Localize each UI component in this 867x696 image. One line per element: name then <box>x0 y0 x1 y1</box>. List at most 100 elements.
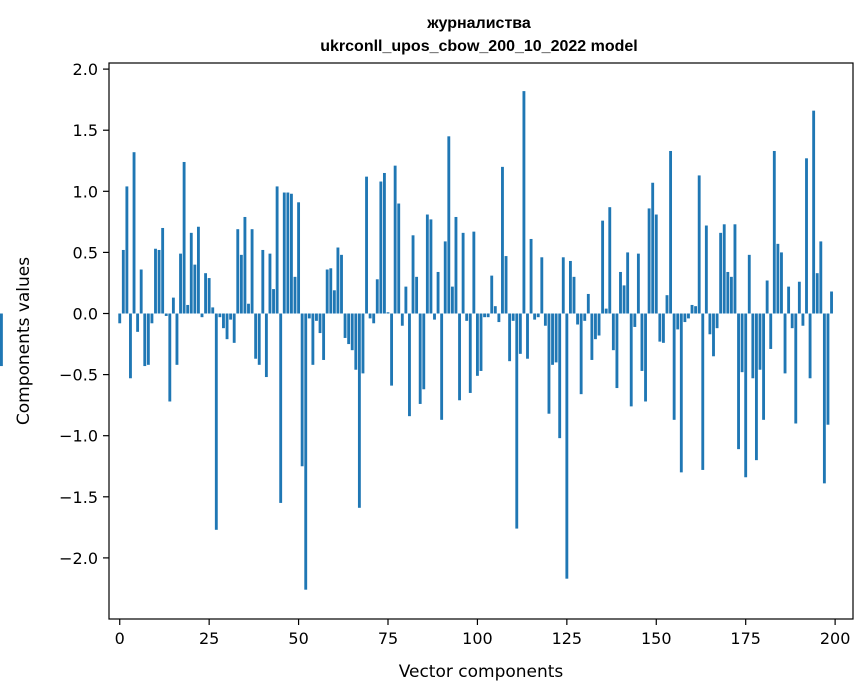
bar <box>450 286 454 314</box>
y-tick-label: −1.0 <box>59 427 98 446</box>
bar <box>340 254 343 314</box>
bar <box>146 313 150 365</box>
bar <box>175 313 179 365</box>
bar <box>275 186 279 314</box>
bar <box>515 313 519 529</box>
bar <box>497 313 501 323</box>
bar <box>247 303 250 314</box>
bar <box>726 271 730 314</box>
bar <box>218 313 222 318</box>
bar <box>604 308 608 314</box>
bar <box>164 313 168 316</box>
x-tick-label: 25 <box>199 629 219 648</box>
bar <box>257 313 261 365</box>
bar <box>697 175 701 314</box>
bar <box>690 304 694 314</box>
bar <box>125 186 129 314</box>
bar <box>708 313 712 335</box>
bar <box>261 249 265 314</box>
bar <box>808 313 812 379</box>
bar <box>400 313 404 326</box>
bar <box>790 313 794 329</box>
bar <box>579 313 583 395</box>
bar <box>565 313 569 579</box>
bar <box>129 313 132 379</box>
bar <box>239 254 243 314</box>
bar <box>633 313 637 327</box>
y-tick-label: 1.0 <box>73 182 98 201</box>
bar <box>433 313 436 320</box>
bar <box>508 313 512 362</box>
bar <box>375 279 379 314</box>
chart-subtitle: ukrconll_upos_cbow_200_10_2022 model <box>320 38 637 55</box>
bar <box>279 313 283 503</box>
bar <box>522 91 526 314</box>
bar <box>286 192 290 314</box>
bar <box>568 260 572 314</box>
bar <box>268 253 272 314</box>
bar <box>762 313 766 420</box>
bar <box>368 313 372 319</box>
bar <box>207 278 211 314</box>
y-tick-label: −1.5 <box>59 488 98 507</box>
bar <box>669 150 673 314</box>
bar <box>576 313 580 325</box>
bar <box>408 313 411 417</box>
bar <box>812 110 816 314</box>
bar <box>754 313 758 461</box>
bar <box>411 235 415 314</box>
bar <box>822 313 826 484</box>
bar <box>475 313 479 376</box>
bar <box>483 313 487 318</box>
bar <box>372 313 376 324</box>
bar <box>486 313 490 318</box>
bar <box>737 313 740 450</box>
bar <box>543 313 547 326</box>
bar <box>776 243 780 314</box>
bar <box>747 254 751 314</box>
bar <box>289 193 293 314</box>
bar <box>797 281 801 314</box>
x-tick-label: 0 <box>115 629 125 648</box>
bar <box>211 307 215 314</box>
bar <box>361 313 365 374</box>
bar <box>336 247 340 314</box>
bar <box>783 313 787 374</box>
bar <box>830 291 833 314</box>
bar <box>719 232 723 314</box>
bar <box>704 225 708 314</box>
bar <box>529 238 533 314</box>
bar <box>597 313 601 336</box>
bars-group <box>0 91 833 590</box>
bar <box>189 232 193 314</box>
bar <box>214 313 218 530</box>
bar <box>622 285 626 314</box>
bar <box>168 313 172 402</box>
bar <box>311 313 315 365</box>
bar <box>418 313 422 404</box>
bar <box>787 286 791 314</box>
bar <box>551 313 554 365</box>
bar <box>554 313 558 363</box>
bar <box>297 202 301 314</box>
bar <box>683 313 687 323</box>
bar <box>504 256 508 314</box>
bar <box>243 216 247 314</box>
bar <box>501 166 504 314</box>
bar <box>694 306 698 314</box>
bar <box>447 136 451 314</box>
bar <box>222 313 225 329</box>
bar <box>454 216 458 314</box>
bar <box>229 313 233 320</box>
bar <box>443 241 447 314</box>
bar <box>601 220 605 314</box>
bar <box>651 182 655 314</box>
bar <box>171 297 175 314</box>
bar <box>415 276 419 314</box>
bar <box>658 313 662 342</box>
y-tick-label: −0.5 <box>59 366 98 385</box>
x-tick-label: 125 <box>552 629 583 648</box>
bar <box>136 313 140 332</box>
bar <box>357 313 361 508</box>
bar <box>826 313 830 425</box>
